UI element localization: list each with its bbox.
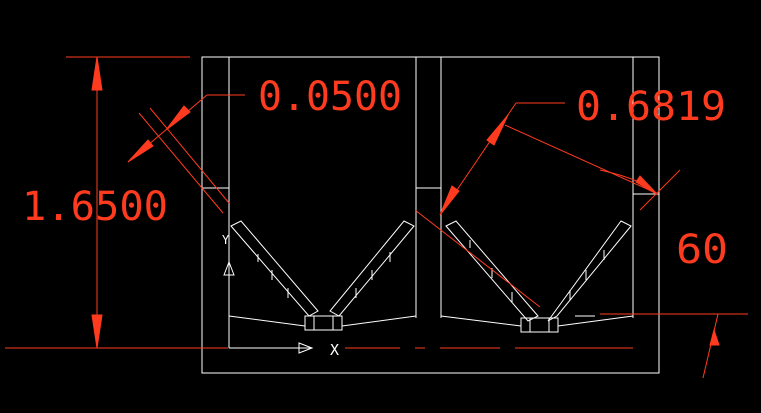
left-floor-left — [228, 315, 306, 327]
diagonal-dimension-text[interactable]: 0.6819 — [576, 84, 726, 130]
ucs-y-label: Y — [222, 233, 230, 247]
right-hopper-right-wing — [547, 220, 632, 322]
diagonal-arrow-2 — [486, 114, 509, 146]
thickness-arrow-2 — [165, 105, 191, 131]
height-arrow-top — [91, 56, 103, 91]
thickness-ext-line-1 — [138, 112, 224, 214]
floor-leader — [702, 313, 719, 379]
floor-leader-arrow — [709, 328, 720, 346]
angle-dimension-text[interactable]: 60 — [676, 227, 728, 273]
angle-ext-line — [639, 169, 681, 211]
height-dimension-text[interactable]: 1.6500 — [22, 184, 168, 230]
ucs-x-arrow — [298, 342, 314, 354]
ucs-x-label: X — [330, 341, 339, 359]
tank-geometry — [201, 56, 660, 374]
thickness-ext-line-2 — [149, 107, 230, 204]
right-hopper-left-wing — [445, 220, 539, 322]
ucs-icon: X Y — [222, 233, 339, 359]
ucs-y-arrow — [223, 260, 235, 276]
left-hopper-outlet — [304, 315, 343, 331]
thickness-arrow-1 — [127, 139, 154, 163]
dimension-layer — [5, 56, 748, 379]
wall-thickness-dimension-text[interactable]: 0.0500 — [258, 74, 402, 120]
diagonal-arrow-1 — [439, 185, 460, 216]
right-floor-left — [440, 315, 522, 327]
height-arrow-bottom — [91, 314, 103, 349]
angle-arrow — [635, 175, 659, 196]
left-floor-right — [341, 315, 417, 327]
outer-frame — [201, 56, 660, 374]
diagonal-ext-line-2 — [414, 209, 541, 308]
right-hopper-outlet — [520, 317, 559, 333]
diagonal-ext-line-1 — [504, 124, 659, 195]
right-floor-right — [557, 315, 634, 327]
dimension-texts: 1.6500 0.0500 0.6819 60 — [22, 74, 728, 273]
left-hopper-left-wing — [230, 220, 319, 317]
